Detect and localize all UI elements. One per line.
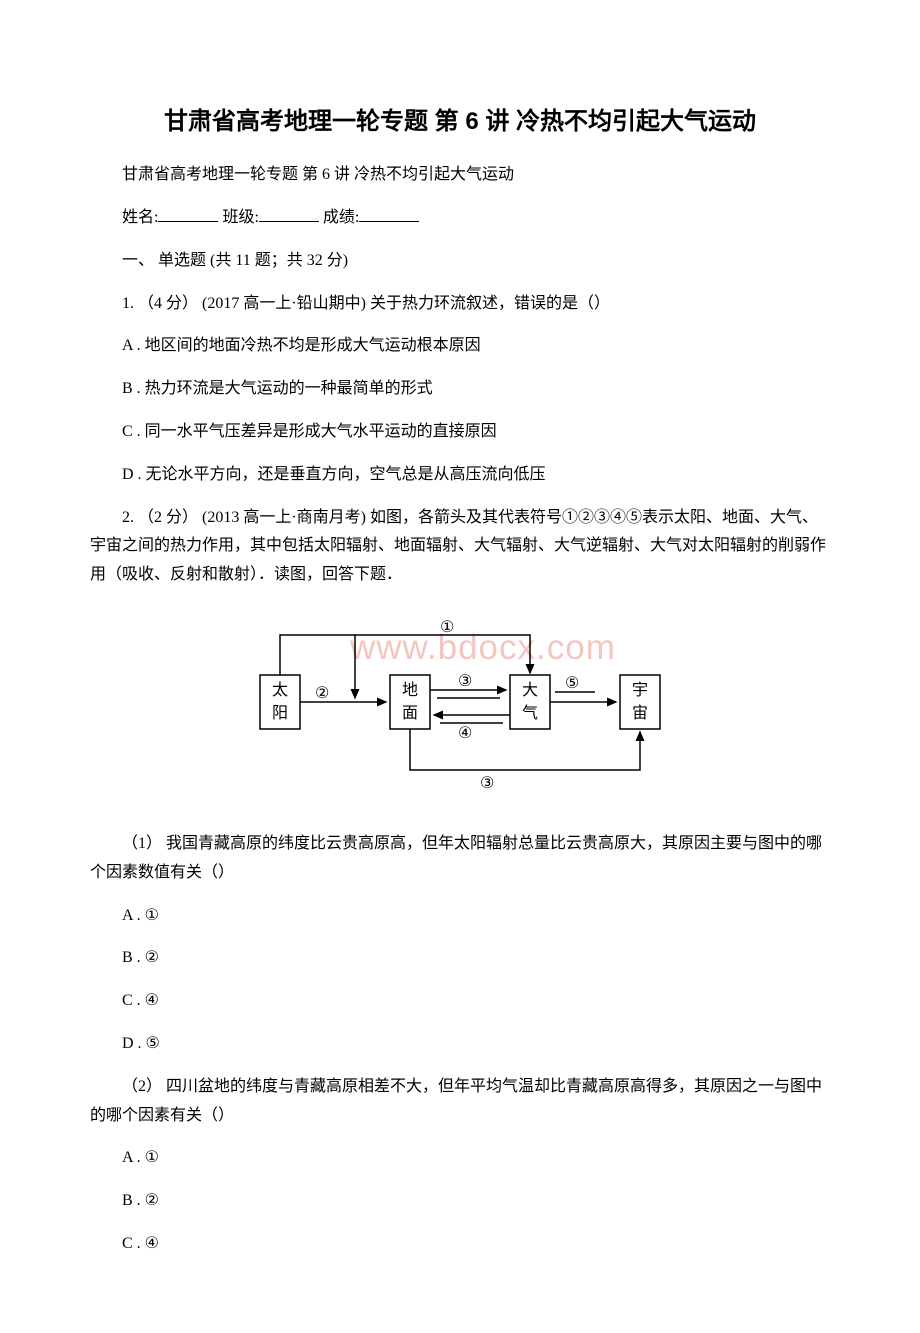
q2-sub1-c: C . ④	[90, 987, 830, 1016]
q2-stem: 2. （2 分） (2013 高一上·商南月考) 如图，各箭头及其代表符号①②③…	[90, 504, 830, 590]
label-2: ②	[315, 685, 329, 702]
sun-text2: 阳	[272, 704, 288, 722]
section-header: 一、 单选题 (共 11 题；共 32 分)	[90, 247, 830, 276]
q1-option-d: D . 无论水平方向，还是垂直方向，空气总是从高压流向低压	[90, 461, 830, 490]
q2-sub2-a: A . ①	[90, 1144, 830, 1173]
label-4: ④	[458, 725, 472, 742]
class-label: 班级:	[222, 209, 258, 226]
cosmos-text1: 宇	[632, 681, 648, 699]
name-blank[interactable]	[158, 206, 218, 222]
ground-text2: 面	[402, 705, 418, 722]
ground-text1: 地	[402, 681, 418, 699]
q1-stem: 1. （4 分） (2017 高一上·铅山期中) 关于热力环流叙述，错误的是（）	[90, 290, 830, 319]
q2-sub2-b: B . ②	[90, 1187, 830, 1216]
label-3b: ③	[480, 775, 494, 792]
q2-sub1-b: B . ②	[90, 944, 830, 973]
diagram-svg: 太 阳 地 面 大 气 宇 宙 ② ③ ④ ⑤ ① ③	[240, 610, 680, 810]
score-label: 成绩:	[323, 209, 359, 226]
label-1: ①	[440, 619, 454, 636]
cosmos-text2: 宙	[632, 704, 648, 722]
q1-option-c: C . 同一水平气压差异是形成大气水平运动的直接原因	[90, 418, 830, 447]
q2-sub1-d: D . ⑤	[90, 1030, 830, 1059]
q1-option-a: A . 地区间的地面冷热不均是形成大气运动根本原因	[90, 332, 830, 361]
score-blank[interactable]	[359, 206, 419, 222]
air-text2: 气	[522, 704, 538, 722]
heat-diagram: www.bdocx.com 太 阳 地 面 大 气 宇 宙 ② ③ ④	[240, 610, 680, 810]
q2-sub2-stem: （2） 四川盆地的纬度与青藏高原相差不大，但年平均气温却比青藏高原高得多，其原因…	[90, 1073, 830, 1131]
q1-option-b: B . 热力环流是大气运动的一种最简单的形式	[90, 375, 830, 404]
name-label: 姓名:	[122, 209, 158, 226]
q2-sub1-stem: （1） 我国青藏高原的纬度比云贵高原高，但年太阳辐射总量比云贵高原大，其原因主要…	[90, 830, 830, 888]
q2-sub1-a: A . ①	[90, 902, 830, 931]
class-blank[interactable]	[259, 206, 319, 222]
label-5: ⑤	[565, 675, 579, 692]
arrow-3b-path	[410, 729, 640, 770]
page-title: 甘肃省高考地理一轮专题 第 6 讲 冷热不均引起大气运动	[90, 100, 830, 143]
air-text1: 大	[522, 681, 538, 699]
subtitle: 甘肃省高考地理一轮专题 第 6 讲 冷热不均引起大气运动	[90, 161, 830, 190]
sun-text1: 太	[272, 681, 288, 699]
arrow-1-path	[280, 635, 530, 675]
q2-sub2-c: C . ④	[90, 1230, 830, 1259]
form-line: 姓名: 班级: 成绩:	[90, 204, 830, 233]
label-3: ③	[458, 673, 472, 690]
